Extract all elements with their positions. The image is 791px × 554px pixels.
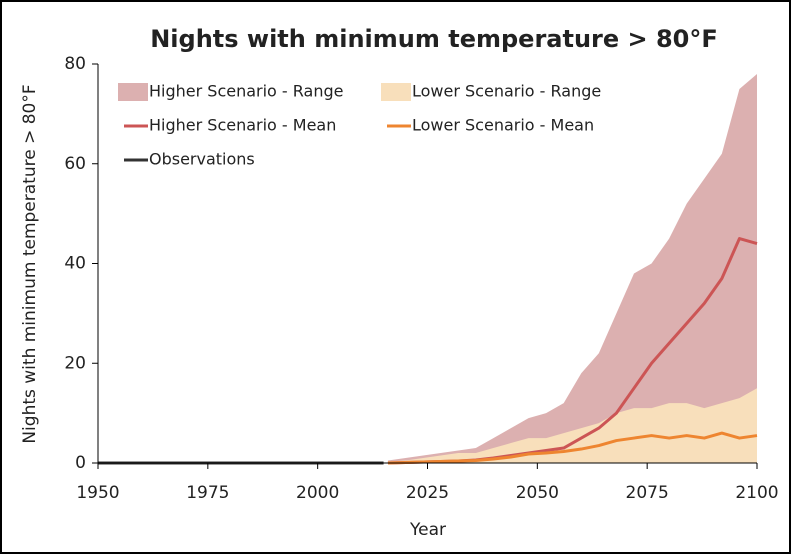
chart-title: Nights with minimum temperature > 80°F (150, 25, 718, 53)
legend-label: Lower Scenario - Range (412, 82, 601, 101)
x-tick-label: 2000 (296, 483, 339, 503)
range-area (387, 73, 757, 463)
x-tick-label: 2050 (516, 483, 559, 503)
x-tick-label: 2075 (626, 483, 669, 503)
y-tick-label: 0 (75, 453, 86, 473)
legend-label: Lower Scenario - Mean (412, 116, 594, 135)
legend-swatch (381, 83, 411, 101)
y-tick-label: 80 (64, 54, 86, 74)
x-tick-label: 1950 (76, 483, 119, 503)
line (387, 431, 758, 465)
range-area (387, 388, 757, 463)
x-tick-label: 2025 (406, 483, 449, 503)
legend-label: Higher Scenario - Range (149, 82, 344, 101)
y-axis-label: Nights with minimum temperature > 80°F (20, 84, 40, 443)
x-tick-label: 2100 (735, 483, 778, 503)
y-tick-label: 20 (64, 353, 86, 373)
y-tick-label: 40 (64, 254, 86, 274)
x-tick-label: 1975 (186, 483, 229, 503)
x-axis-label: Year (409, 520, 446, 540)
legend-swatch (118, 83, 148, 101)
legend-label: Higher Scenario - Mean (149, 116, 336, 135)
y-tick-label: 60 (64, 154, 86, 174)
legend-label: Observations (149, 150, 255, 169)
